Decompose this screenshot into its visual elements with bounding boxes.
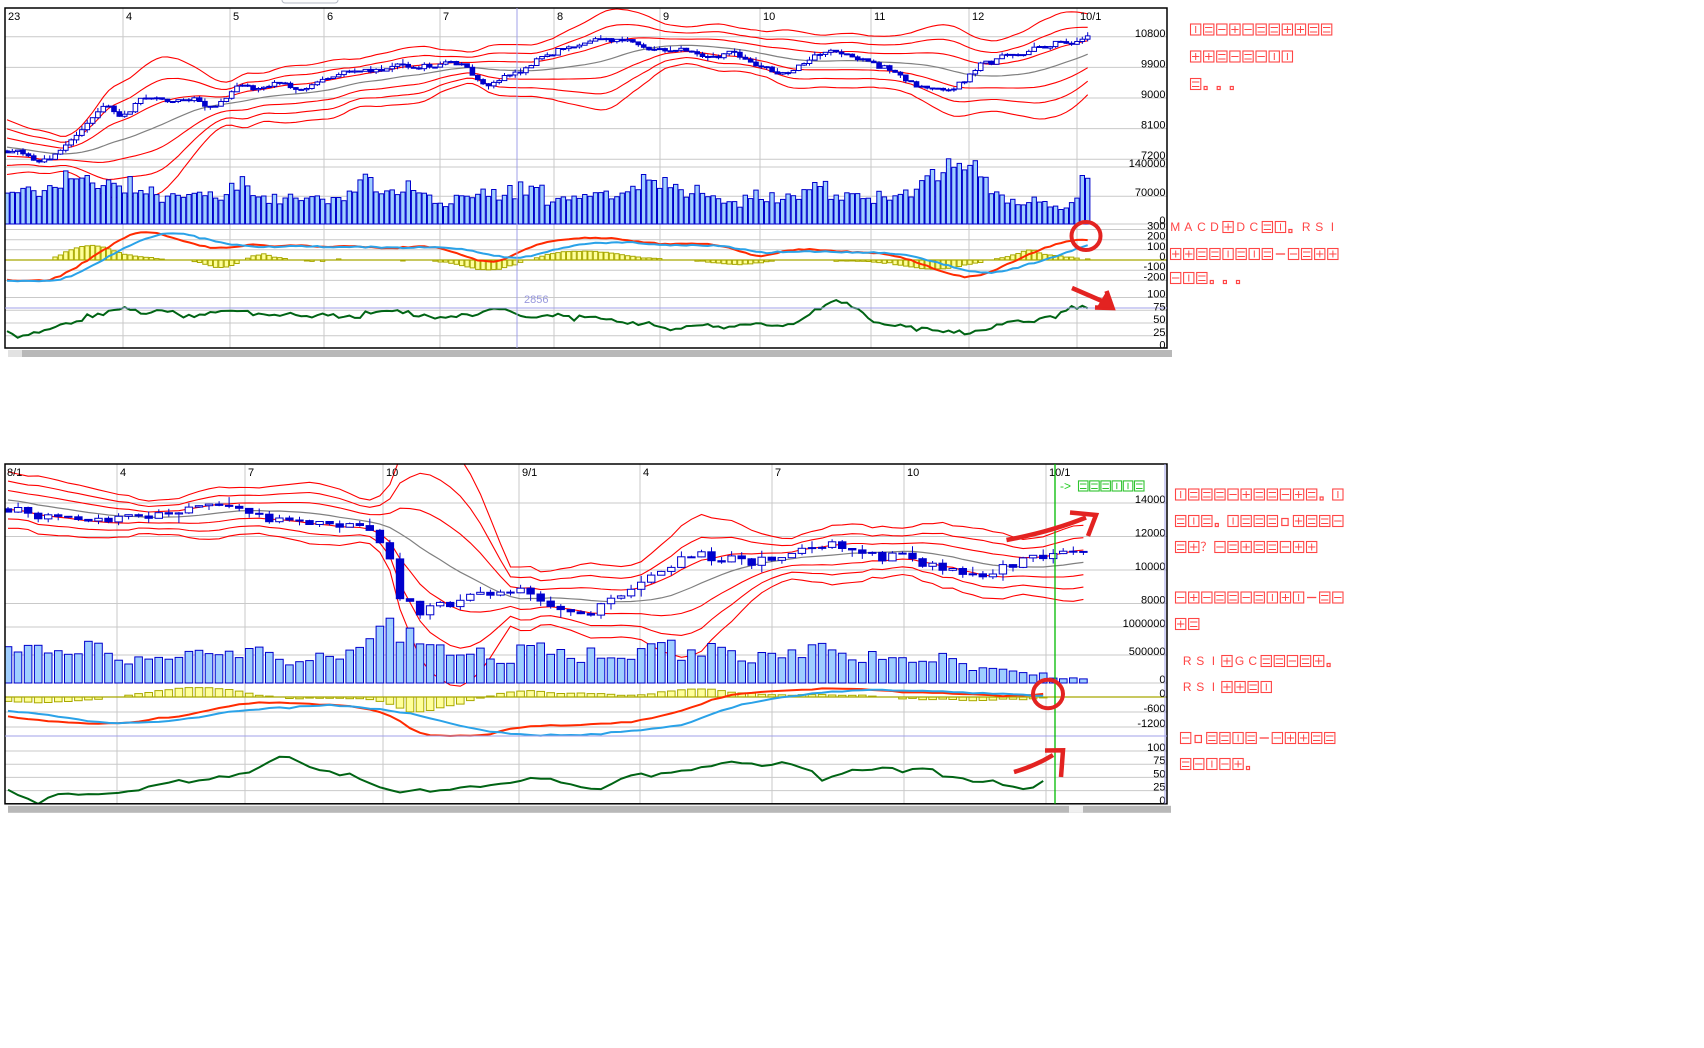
svg-text:2856: 2856	[524, 294, 548, 306]
svg-text:-1200: -1200	[1137, 718, 1165, 730]
svg-text:I: I	[1331, 220, 1334, 234]
svg-text:7: 7	[775, 467, 781, 479]
svg-text:C: C	[1248, 654, 1257, 668]
svg-text:10800: 10800	[1135, 28, 1166, 40]
svg-text:R: R	[1302, 220, 1311, 234]
svg-text:10: 10	[763, 11, 775, 23]
svg-text:75: 75	[1153, 755, 1165, 767]
svg-text:0: 0	[1159, 674, 1165, 686]
svg-text:10: 10	[907, 467, 919, 479]
svg-text:S: S	[1315, 220, 1323, 234]
svg-text:C: C	[1249, 220, 1258, 234]
svg-text:7: 7	[443, 11, 449, 23]
svg-text:10: 10	[386, 467, 398, 479]
svg-text:M: M	[1170, 220, 1180, 234]
svg-text:12000: 12000	[1135, 528, 1166, 540]
svg-text:7: 7	[248, 467, 254, 479]
svg-text:8/1: 8/1	[7, 467, 22, 479]
svg-text:75: 75	[1153, 301, 1165, 313]
svg-text:7200: 7200	[1141, 150, 1165, 162]
svg-text:->: ->	[1060, 479, 1071, 493]
svg-text:50: 50	[1153, 314, 1165, 326]
svg-text:5: 5	[233, 11, 239, 23]
svg-text:70000: 70000	[1135, 187, 1166, 199]
svg-text:D: D	[1210, 220, 1219, 234]
svg-text:140000: 140000	[1129, 158, 1166, 170]
svg-text:9: 9	[663, 11, 669, 23]
svg-text:S: S	[1196, 680, 1204, 694]
svg-text:100: 100	[1147, 289, 1165, 301]
svg-text:-600: -600	[1143, 703, 1165, 715]
svg-text:I: I	[1212, 680, 1215, 694]
svg-text:100: 100	[1147, 742, 1165, 754]
svg-text:0: 0	[1159, 251, 1165, 263]
svg-text:G: G	[1235, 654, 1244, 668]
svg-text:0: 0	[1159, 688, 1165, 700]
svg-text:10000: 10000	[1135, 561, 1166, 573]
svg-text:11: 11	[874, 11, 885, 23]
svg-text:4: 4	[120, 467, 126, 479]
svg-text:C: C	[1197, 220, 1206, 234]
svg-text:200: 200	[1147, 231, 1165, 243]
svg-text:0: 0	[1159, 340, 1165, 352]
svg-text:25: 25	[1153, 782, 1165, 794]
svg-text:R: R	[1183, 680, 1192, 694]
svg-text:4: 4	[643, 467, 649, 479]
svg-text:I: I	[1212, 654, 1215, 668]
svg-text:-200: -200	[1143, 271, 1165, 283]
svg-text:10/1: 10/1	[1080, 11, 1101, 23]
svg-text:10/1: 10/1	[1049, 467, 1070, 479]
svg-text:S: S	[1196, 654, 1204, 668]
svg-text:8000: 8000	[1141, 595, 1165, 607]
svg-text:300: 300	[1147, 221, 1165, 233]
svg-text:100: 100	[1147, 241, 1165, 253]
svg-text:23: 23	[8, 11, 20, 23]
svg-text:9900: 9900	[1141, 58, 1165, 70]
svg-text:9000: 9000	[1141, 89, 1165, 101]
svg-text:9/1: 9/1	[522, 467, 537, 479]
svg-text:-100: -100	[1143, 261, 1165, 273]
svg-text:0: 0	[1159, 795, 1165, 807]
svg-text:6: 6	[327, 11, 333, 23]
svg-text:25: 25	[1153, 327, 1165, 339]
svg-text:8: 8	[557, 11, 563, 23]
svg-text:R: R	[1183, 654, 1192, 668]
svg-text:14000: 14000	[1135, 494, 1166, 506]
svg-text:12: 12	[972, 11, 984, 23]
svg-text:D: D	[1236, 220, 1245, 234]
svg-text:1000000: 1000000	[1123, 618, 1166, 630]
svg-text:8100: 8100	[1141, 120, 1165, 132]
svg-text:50: 50	[1153, 768, 1165, 780]
svg-text:0: 0	[1159, 215, 1165, 227]
svg-text:？: ？	[1200, 540, 1212, 554]
svg-text:4: 4	[126, 11, 132, 23]
svg-text:500000: 500000	[1129, 646, 1166, 658]
svg-text:A: A	[1184, 220, 1192, 234]
